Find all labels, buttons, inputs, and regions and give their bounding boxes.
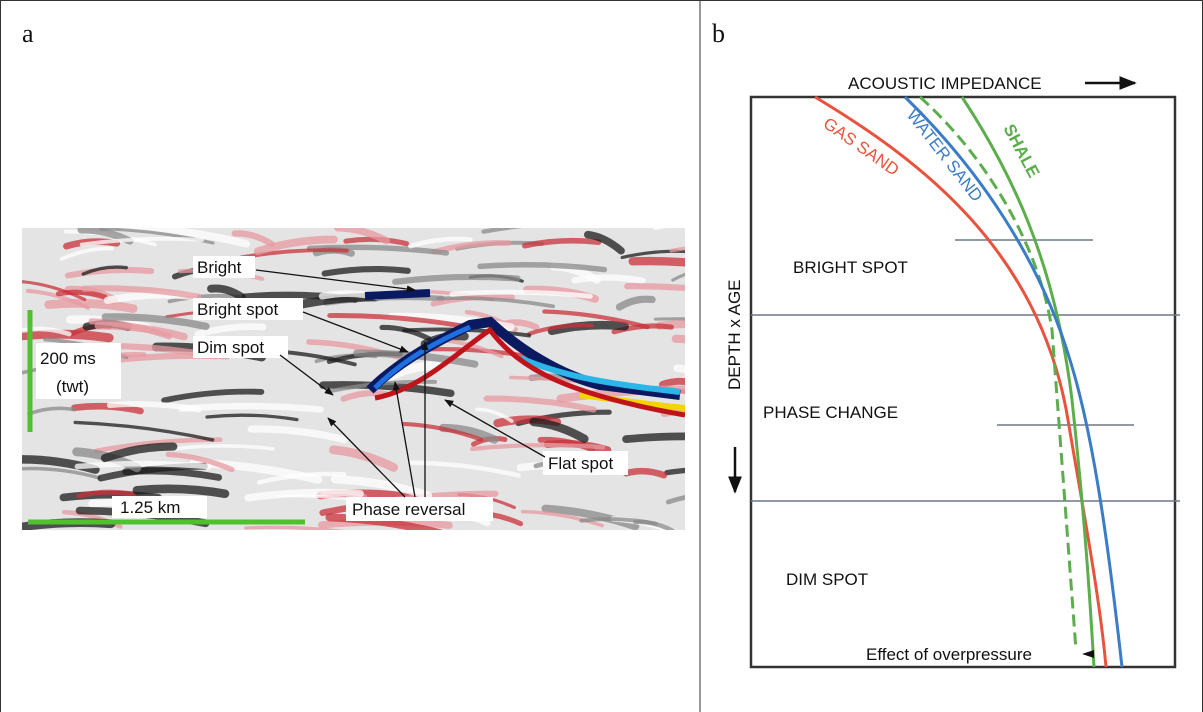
annotation: Bright spot xyxy=(197,300,279,319)
seismic-texture xyxy=(49,303,134,308)
seismic-texture xyxy=(182,406,321,409)
annotation: Phase reversal xyxy=(352,500,465,519)
note: Effect of overpressure xyxy=(866,645,1032,664)
seismic-texture xyxy=(667,466,799,472)
x-axis-label: ACOUSTIC IMPEDANCE xyxy=(848,74,1042,93)
zone-label: DIM SPOT xyxy=(786,570,868,589)
scale-label: 200 ms xyxy=(40,349,96,368)
seismic-texture xyxy=(575,278,643,281)
seismic-texture xyxy=(137,489,225,494)
seismic-image xyxy=(10,221,799,535)
seismic-texture xyxy=(671,241,792,251)
scale-label: 1.25 km xyxy=(120,498,180,517)
seismic-texture xyxy=(656,221,721,225)
figure: a b Bright Bright spot Dim spot Flat spo… xyxy=(0,0,1203,712)
annotation: Bright xyxy=(197,258,242,277)
panel-label: b xyxy=(712,19,725,48)
panel-label: a xyxy=(22,19,34,48)
seismic-texture xyxy=(662,381,696,384)
y-axis-label: DEPTH x AGE xyxy=(725,279,744,390)
zone-label: PHASE CHANGE xyxy=(763,403,898,422)
zone-lines xyxy=(751,240,1180,501)
zone-label: BRIGHT SPOT xyxy=(793,258,908,277)
scale-label: (twt) xyxy=(56,377,89,396)
annotation: Dim spot xyxy=(197,338,264,357)
seismic-texture xyxy=(77,464,209,467)
arrow xyxy=(1082,650,1094,658)
annotation: Flat spot xyxy=(548,454,613,473)
seismic-texture xyxy=(626,436,751,439)
